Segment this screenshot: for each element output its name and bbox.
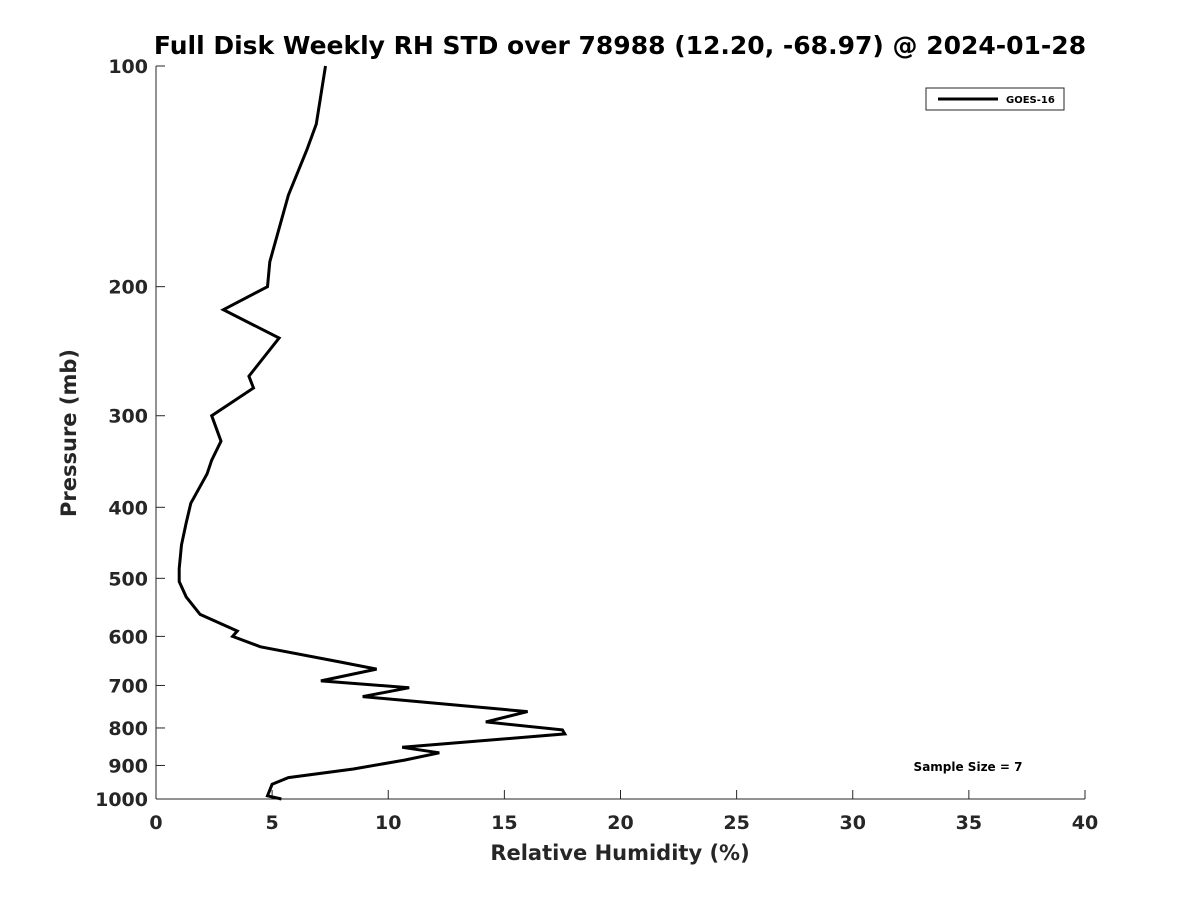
x-tick-label: 25 xyxy=(723,812,749,834)
y-tick-label: 500 xyxy=(108,568,148,590)
x-axis-label: Relative Humidity (%) xyxy=(490,841,749,865)
sample-size-annotation: Sample Size = 7 xyxy=(914,760,1023,774)
x-tick-label: 10 xyxy=(375,812,401,834)
y-tick-label: 100 xyxy=(108,56,148,78)
series-layer xyxy=(177,65,568,801)
x-tick-label: 0 xyxy=(149,812,162,834)
x-tick-label: 20 xyxy=(607,812,633,834)
y-tick-label: 900 xyxy=(108,755,148,777)
plot-axes: 0 5 10 15 20 25 30 35 40 100 200 300 400 500 600 700 800… xyxy=(95,56,1098,834)
x-tick-label: 35 xyxy=(956,812,982,834)
x-tick-label: 30 xyxy=(840,812,866,834)
x-tick-label: 40 xyxy=(1072,812,1098,834)
x-tick-label: 5 xyxy=(266,812,279,834)
chart-title: Full Disk Weekly RH STD over 78988 (12.2… xyxy=(154,31,1086,60)
y-tick-label: 300 xyxy=(108,406,148,428)
y-tick-label: 700 xyxy=(108,675,148,697)
y-tick-label: 400 xyxy=(108,497,148,519)
legend: GOES-16 xyxy=(925,87,1065,111)
y-tick-label: 600 xyxy=(108,626,148,648)
legend-label: GOES-16 xyxy=(1006,95,1055,106)
x-tick-label: 15 xyxy=(491,812,517,834)
y-tick-label: 200 xyxy=(108,277,148,299)
y-axis-label: Pressure (mb) xyxy=(57,349,81,517)
y-tick-label: 1000 xyxy=(95,789,148,811)
y-tick-label: 800 xyxy=(108,718,148,740)
series-line-goes-16 xyxy=(177,65,568,801)
